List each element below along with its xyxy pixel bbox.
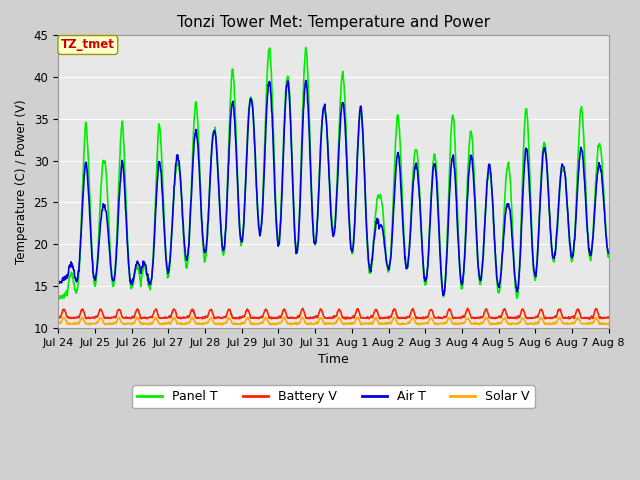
Solar V [540, 320, 548, 326]
Panel T [605, 252, 612, 258]
Battery V [163, 315, 171, 321]
Air T [605, 250, 612, 256]
Solar V [420, 321, 428, 327]
Air T [439, 292, 447, 298]
Battery V [586, 316, 593, 322]
X-axis label: Time: Time [318, 353, 349, 366]
Solar V [164, 321, 172, 326]
Air T [540, 145, 548, 151]
Air T [177, 177, 184, 182]
Battery V [54, 316, 62, 322]
Solar V [239, 321, 247, 326]
Solar V [134, 314, 141, 320]
Battery V [492, 316, 499, 322]
Solar V [492, 322, 499, 327]
Battery V [464, 305, 472, 311]
Panel T [540, 140, 548, 145]
Panel T [164, 275, 172, 281]
Air T [238, 238, 246, 244]
Solar V [86, 322, 93, 328]
Line: Battery V: Battery V [58, 308, 609, 319]
Air T [302, 78, 310, 84]
Battery V [540, 312, 548, 318]
Panel T [492, 256, 499, 262]
Y-axis label: Temperature (C) / Power (V): Temperature (C) / Power (V) [15, 99, 28, 264]
Panel T [55, 296, 63, 302]
Solar V [605, 321, 612, 326]
Legend: Panel T, Battery V, Air T, Solar V: Panel T, Battery V, Air T, Solar V [132, 385, 535, 408]
Title: Tonzi Tower Met: Temperature and Power: Tonzi Tower Met: Temperature and Power [177, 15, 490, 30]
Solar V [54, 320, 62, 326]
Battery V [238, 314, 246, 320]
Panel T [302, 45, 310, 50]
Line: Air T: Air T [58, 81, 609, 295]
Panel T [54, 296, 62, 302]
Solar V [177, 320, 185, 325]
Air T [492, 253, 499, 259]
Battery V [605, 314, 612, 320]
Panel T [420, 267, 428, 273]
Air T [163, 267, 171, 273]
Panel T [177, 186, 185, 192]
Air T [54, 279, 62, 285]
Panel T [239, 237, 246, 242]
Line: Panel T: Panel T [58, 48, 609, 299]
Battery V [419, 314, 427, 320]
Air T [419, 260, 427, 266]
Text: TZ_tmet: TZ_tmet [61, 38, 115, 51]
Line: Solar V: Solar V [58, 317, 609, 325]
Battery V [177, 316, 184, 322]
